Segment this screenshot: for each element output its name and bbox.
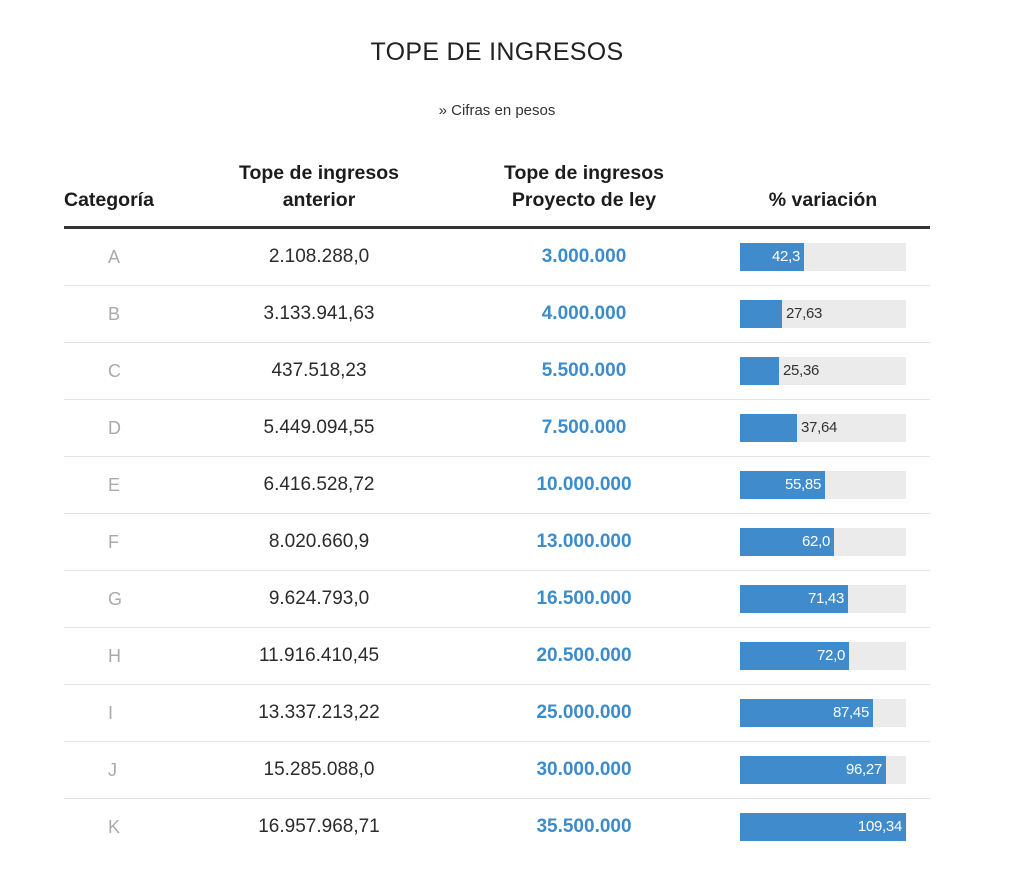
variation-bar	[740, 699, 873, 727]
project-cap-value: 10.000.000	[536, 474, 632, 495]
project-cap-value: 25.000.000	[536, 702, 632, 723]
header-previous: Tope de ingresos anterior	[224, 160, 414, 214]
variation-bar	[740, 642, 849, 670]
table-body: A 2.108.288,0 3.000.000 42,3 B 3.133.941,63 4.…	[64, 229, 930, 855]
previous-cap-value: 2.108.288,0	[268, 246, 370, 267]
project-cap-value: 3.000.000	[541, 246, 627, 267]
project-cap-value: 20.500.000	[536, 645, 632, 666]
project-cap-value: 5.500.000	[541, 360, 627, 381]
previous-cap-value: 9.624.793,0	[268, 588, 370, 609]
category-label: E	[108, 475, 121, 495]
category-label: F	[108, 532, 119, 552]
variation-bar	[740, 471, 825, 499]
variation-bar-track: 71,43	[740, 585, 906, 613]
category-label: K	[108, 817, 121, 837]
header-previous-line-2: anterior	[282, 189, 356, 211]
category-label: G	[108, 589, 123, 609]
project-cap-value: 13.000.000	[536, 531, 632, 552]
category-label: H	[108, 646, 121, 666]
previous-cap-value: 6.416.528,72	[263, 474, 375, 495]
table-row: D 5.449.094,55 7.500.000 37,64	[64, 400, 930, 457]
variation-label: 37,64	[801, 419, 838, 436]
variation-bar	[740, 300, 782, 328]
variation-label: 55,85	[784, 476, 821, 493]
table-row: G 9.624.793,0 16.500.000 71,43	[64, 571, 930, 628]
variation-label: 25,36	[783, 362, 820, 379]
previous-cap-value: 15.285.088,0	[263, 759, 375, 780]
previous-cap-value: 13.337.213,22	[258, 702, 380, 723]
table-row: C 437.518,23 5.500.000 25,36	[64, 343, 930, 400]
variation-label: 62,0	[802, 533, 830, 550]
variation-bar-track: 25,36	[740, 357, 906, 385]
project-cap-value: 16.500.000	[536, 588, 632, 609]
category-label: J	[108, 760, 117, 780]
header-project-line-2: Proyecto de ley	[511, 189, 657, 211]
category-label: I	[108, 703, 114, 723]
header-variation: % variación	[768, 189, 878, 211]
variation-bar	[740, 756, 886, 784]
header-previous-line-1: Tope de ingresos	[239, 162, 399, 184]
table-row: F 8.020.660,9 13.000.000 62,0	[64, 514, 930, 571]
table-row: A 2.108.288,0 3.000.000 42,3	[64, 229, 930, 286]
variation-bar-track: 109,34	[740, 813, 906, 841]
project-cap-value: 4.000.000	[541, 303, 627, 324]
variation-bar-track: 72,0	[740, 642, 906, 670]
variation-label: 42,3	[772, 248, 800, 265]
table-row: H 11.916.410,45 20.500.000 72,0	[64, 628, 930, 685]
category-label: A	[108, 247, 121, 267]
previous-cap-value: 16.957.968,71	[258, 816, 380, 837]
header-category: Categoría	[64, 189, 154, 211]
variation-bar-track: 96,27	[740, 756, 906, 784]
table-row: I 13.337.213,22 25.000.000 87,45	[64, 685, 930, 742]
variation-bar	[740, 357, 779, 385]
previous-cap-value: 3.133.941,63	[263, 303, 375, 324]
category-label: D	[108, 418, 121, 438]
category-label: C	[108, 361, 121, 381]
variation-bar	[740, 528, 834, 556]
variation-bar-track: 55,85	[740, 471, 906, 499]
project-cap-value: 35.500.000	[536, 816, 632, 837]
variation-label: 96,27	[845, 761, 882, 778]
header-project: Tope de ingresos Proyecto de ley	[484, 160, 684, 214]
variation-label: 109,34	[857, 818, 902, 835]
header-project-line-1: Tope de ingresos	[504, 162, 664, 184]
previous-cap-value: 5.449.094,55	[263, 417, 375, 438]
table-row: K 16.957.968,71 35.500.000 109,34	[64, 799, 930, 855]
table-row: E 6.416.528,72 10.000.000 55,85	[64, 457, 930, 514]
variation-label: 72,0	[817, 647, 845, 664]
table-row: J 15.285.088,0 30.000.000 96,27	[64, 742, 930, 799]
variation-bar-track: 87,45	[740, 699, 906, 727]
previous-cap-value: 437.518,23	[271, 360, 367, 381]
variation-bar-track: 37,64	[740, 414, 906, 442]
chart-subtitle: » Cifras en pesos	[438, 102, 556, 119]
table-header: Categoría Tope de ingresos anterior Tope…	[64, 150, 930, 229]
previous-cap-value: 11.916.410,45	[258, 645, 380, 666]
variation-bar	[740, 585, 848, 613]
variation-bar	[740, 813, 906, 841]
variation-bar	[740, 243, 804, 271]
category-label: B	[108, 304, 121, 324]
chart-title: TOPE DE INGRESOS	[370, 38, 624, 66]
previous-cap-value: 8.020.660,9	[268, 531, 370, 552]
project-cap-value: 30.000.000	[536, 759, 632, 780]
variation-bar-track: 42,3	[740, 243, 906, 271]
variation-bar-track: 27,63	[740, 300, 906, 328]
variation-label: 27,63	[786, 305, 823, 322]
variation-label: 87,45	[832, 704, 869, 721]
table-row: B 3.133.941,63 4.000.000 27,63	[64, 286, 930, 343]
variation-bar	[740, 414, 797, 442]
project-cap-value: 7.500.000	[541, 417, 627, 438]
variation-bar-track: 62,0	[740, 528, 906, 556]
variation-label: 71,43	[807, 590, 844, 607]
data-table: Categoría Tope de ingresos anterior Tope…	[64, 150, 930, 855]
